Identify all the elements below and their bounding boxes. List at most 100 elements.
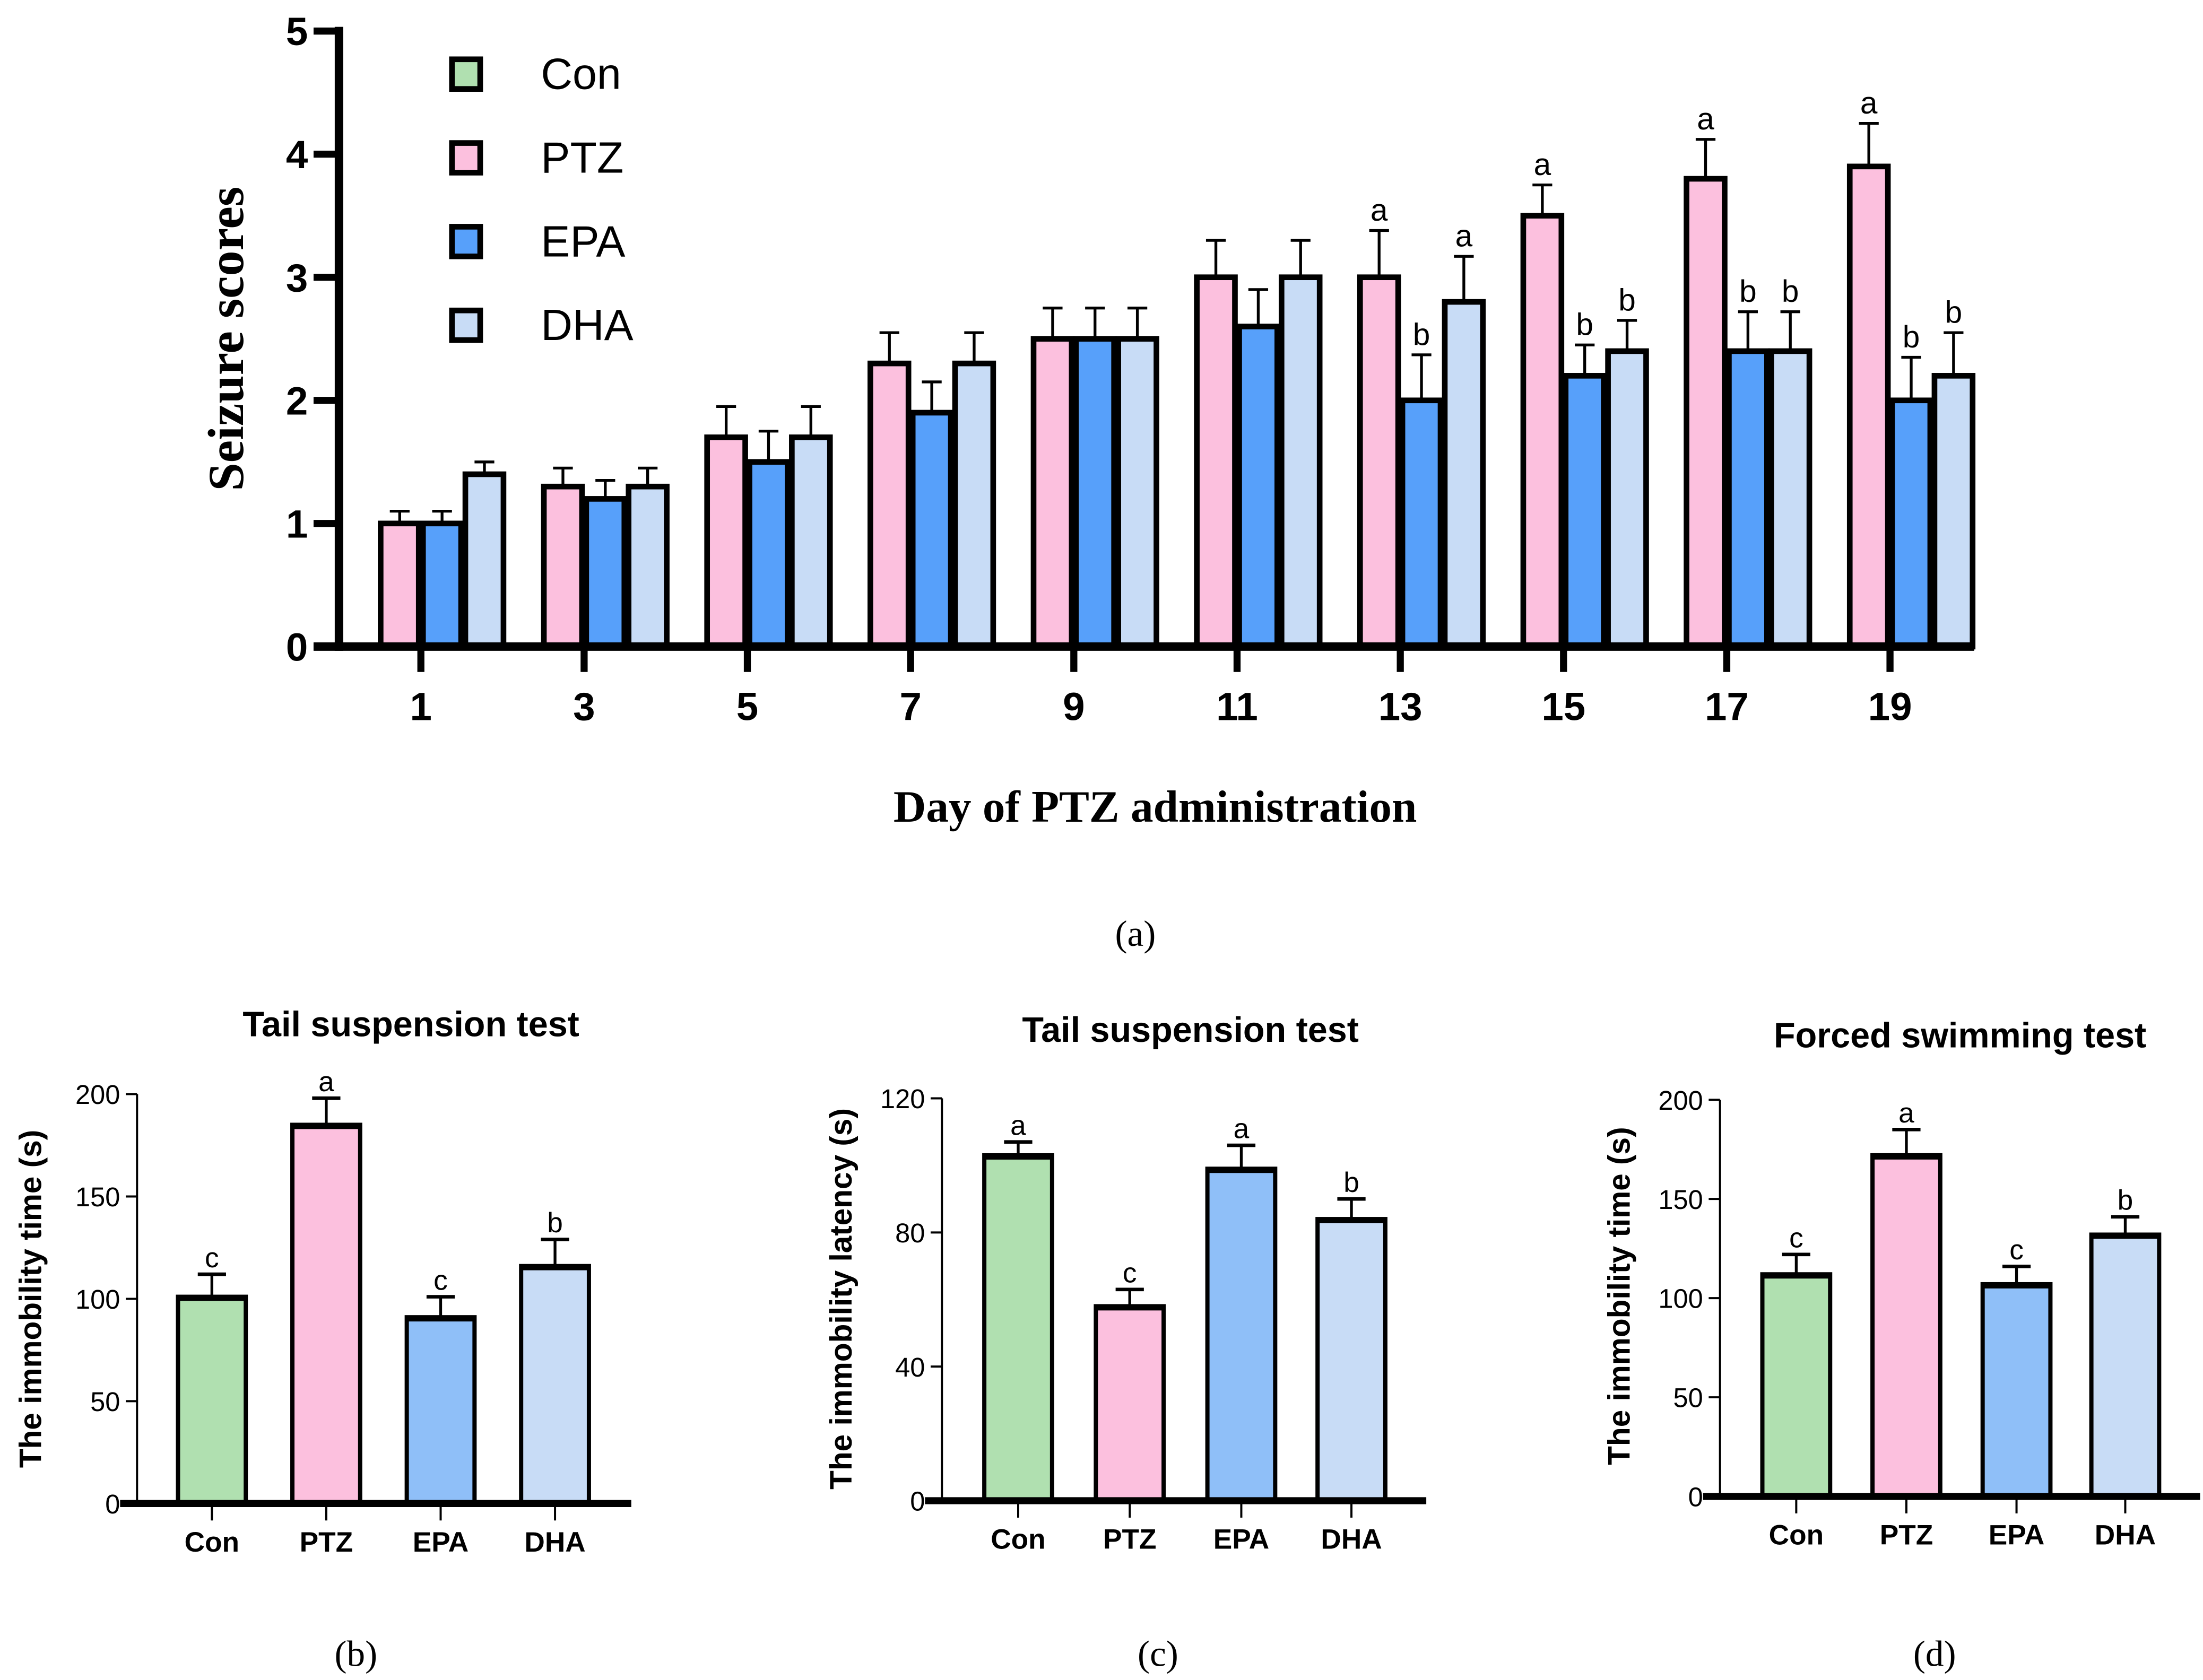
bar-ptz-day-3 xyxy=(541,483,585,650)
bar-dha-day-3 xyxy=(626,483,670,650)
significance-letter: a xyxy=(1697,102,1714,136)
y-tick-label: 80 xyxy=(895,1218,925,1248)
bar-con xyxy=(982,1153,1054,1503)
bar-epa-day-19 xyxy=(1889,397,1933,650)
x-tick-label: DHA xyxy=(524,1527,585,1558)
legend-swatch-con xyxy=(449,56,483,92)
significance-letter: a xyxy=(1860,86,1878,120)
bar-dha-day-19 xyxy=(1931,373,1976,650)
bar-epa-day-15 xyxy=(1563,373,1607,650)
x-tick-label: 9 xyxy=(1063,684,1085,728)
significance-letter: b xyxy=(1413,317,1430,352)
x-tick-label: 17 xyxy=(1705,684,1749,728)
x-tick-label: EPA xyxy=(1989,1520,2044,1551)
panel-b-ylabel: The immobility time (s) xyxy=(13,1130,48,1468)
bar-ptz-day-13 xyxy=(1357,274,1401,650)
y-tick-label: 200 xyxy=(75,1080,120,1110)
bar-dha xyxy=(2089,1232,2162,1499)
bar-dha-day-1 xyxy=(462,471,507,650)
y-tick-label: 120 xyxy=(880,1084,925,1114)
bar-dha xyxy=(519,1264,591,1506)
y-tick-label: 4 xyxy=(286,133,308,177)
x-tick-label: EPA xyxy=(413,1527,469,1558)
significance-letter: a xyxy=(318,1066,334,1098)
bar-epa-day-5 xyxy=(747,459,791,650)
panel-b-caption: (b) xyxy=(334,1633,377,1674)
bar-ptz xyxy=(290,1122,362,1506)
panel-a-legend: Con PTZ EPA DHA xyxy=(449,50,634,350)
bar-dha-day-11 xyxy=(1278,274,1323,650)
panel-a-ylabel: Seizure scores xyxy=(198,187,254,491)
x-tick-label: PTZ xyxy=(300,1527,353,1558)
y-tick-label: 100 xyxy=(1658,1284,1703,1314)
significance-letter: c xyxy=(2009,1234,2024,1266)
panel-d-caption: (d) xyxy=(1913,1633,1956,1674)
significance-letter: a xyxy=(1234,1113,1250,1145)
y-tick-label: 50 xyxy=(90,1387,120,1417)
bar-dha-day-17 xyxy=(1768,348,1812,650)
x-tick-label: 15 xyxy=(1541,684,1585,728)
panel-b-title: Tail suspension test xyxy=(242,1005,579,1044)
x-tick-label: DHA xyxy=(2095,1520,2156,1551)
significance-letter: b xyxy=(1903,320,1920,354)
bar-ptz-day-15 xyxy=(1520,213,1565,650)
significance-letter: a xyxy=(1010,1110,1026,1141)
y-tick-label: 150 xyxy=(75,1182,120,1212)
legend-swatch-dha xyxy=(449,307,483,343)
significance-letter: b xyxy=(1576,308,1593,342)
bar-ptz-day-19 xyxy=(1846,163,1891,650)
bar-con xyxy=(1760,1272,1833,1499)
x-tick-label: 3 xyxy=(573,684,595,728)
bar-epa-day-7 xyxy=(909,410,954,650)
bar-epa xyxy=(404,1315,477,1506)
legend-swatch-ptz xyxy=(449,140,483,176)
significance-letter: b xyxy=(1782,274,1799,309)
legend-label-epa: EPA xyxy=(541,217,625,266)
significance-letter: b xyxy=(1343,1167,1359,1198)
panel-d-title: Forced swimming test xyxy=(1774,1016,2146,1056)
significance-letter: b xyxy=(547,1207,563,1239)
y-tick-label: 0 xyxy=(286,625,308,669)
bar-dha-day-5 xyxy=(789,434,833,650)
bar-dha-day-15 xyxy=(1605,348,1649,650)
bar-ptz-day-1 xyxy=(378,520,422,650)
y-tick-label: 0 xyxy=(105,1489,120,1519)
legend-swatch-epa xyxy=(449,224,483,259)
bar-epa xyxy=(1980,1282,2053,1499)
y-tick-label: 3 xyxy=(286,256,308,300)
y-tick-label: 150 xyxy=(1658,1185,1703,1215)
panel-a-caption: (a) xyxy=(1115,913,1156,954)
x-tick-label: DHA xyxy=(1321,1524,1382,1555)
bar-dha xyxy=(1315,1217,1387,1503)
significance-letter: a xyxy=(1371,193,1388,228)
x-tick-label: 5 xyxy=(736,684,758,728)
panel-d-ylabel: The immobility time (s) xyxy=(1602,1127,1636,1465)
panel-c-title: Tail suspension test xyxy=(1022,1011,1359,1050)
bar-ptz-day-17 xyxy=(1684,176,1728,650)
bar-epa-day-17 xyxy=(1726,348,1770,650)
y-tick-label: 0 xyxy=(910,1486,925,1517)
y-tick-label: 2 xyxy=(286,379,308,423)
significance-letter: b xyxy=(2118,1185,2133,1216)
bar-dha-day-7 xyxy=(952,360,996,650)
significance-letter: a xyxy=(1534,147,1551,182)
x-tick-label: 13 xyxy=(1378,684,1423,728)
significance-letter: b xyxy=(1739,274,1757,309)
panel-d-forced-swimming-chart: Forced swimming test The immobility time… xyxy=(1602,1016,2200,1674)
significance-letter: c xyxy=(1123,1257,1137,1289)
bar-epa-day-13 xyxy=(1399,397,1444,650)
x-tick-label: EPA xyxy=(1213,1524,1269,1555)
significance-letter: b xyxy=(1618,283,1636,317)
bar-epa-day-11 xyxy=(1236,324,1280,650)
bar-ptz-day-11 xyxy=(1194,274,1238,650)
bar-epa-day-9 xyxy=(1073,336,1117,650)
panel-c-tail-suspension-latency-chart: Tail suspension test The immobility late… xyxy=(824,1011,1427,1674)
significance-letter: a xyxy=(1455,219,1473,254)
bar-ptz-day-9 xyxy=(1030,336,1075,650)
bar-ptz xyxy=(1094,1304,1166,1503)
y-tick-label: 50 xyxy=(1673,1383,1703,1413)
legend-label-dha: DHA xyxy=(541,301,633,350)
bar-ptz-day-7 xyxy=(868,360,912,650)
y-tick-label: 40 xyxy=(895,1352,925,1382)
